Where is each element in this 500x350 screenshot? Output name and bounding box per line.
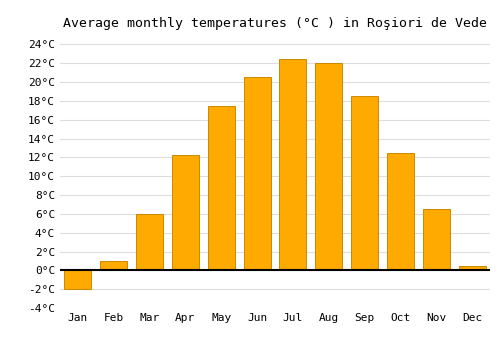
Bar bbox=[423, 209, 450, 270]
Bar bbox=[280, 58, 306, 270]
Bar bbox=[387, 153, 414, 270]
Bar bbox=[244, 77, 270, 270]
Bar bbox=[136, 214, 163, 270]
Bar bbox=[172, 155, 199, 270]
Bar bbox=[64, 270, 92, 289]
Bar bbox=[100, 261, 127, 270]
Bar bbox=[316, 63, 342, 270]
Bar bbox=[458, 266, 485, 270]
Title: Average monthly temperatures (°C ) in Roşiori de Vede: Average monthly temperatures (°C ) in Ro… bbox=[63, 17, 487, 30]
Bar bbox=[208, 106, 234, 270]
Bar bbox=[351, 96, 378, 270]
